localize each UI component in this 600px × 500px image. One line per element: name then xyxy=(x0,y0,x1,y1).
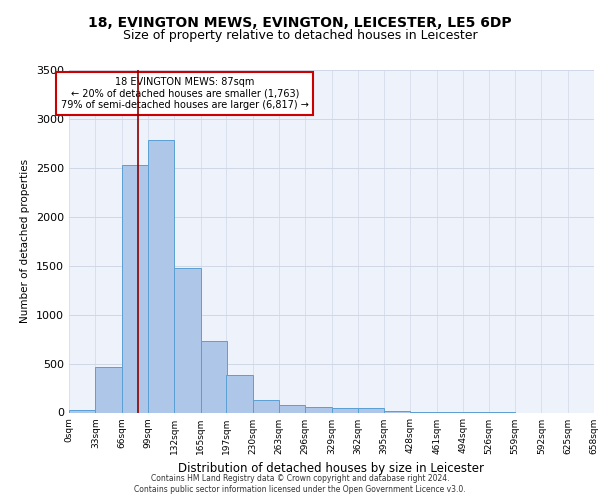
Bar xyxy=(331,408,358,412)
Text: Size of property relative to detached houses in Leicester: Size of property relative to detached ho… xyxy=(122,29,478,42)
Text: 18 EVINGTON MEWS: 87sqm
← 20% of detached houses are smaller (1,763)
79% of semi: 18 EVINGTON MEWS: 87sqm ← 20% of detache… xyxy=(61,77,308,110)
Bar xyxy=(384,411,410,412)
X-axis label: Distribution of detached houses by size in Leicester: Distribution of detached houses by size … xyxy=(179,462,485,475)
Bar xyxy=(253,400,279,412)
Bar xyxy=(69,410,95,412)
Bar xyxy=(305,406,331,412)
Bar xyxy=(122,165,148,412)
Bar xyxy=(148,140,175,412)
Bar xyxy=(95,366,122,412)
Bar xyxy=(175,268,200,412)
Text: 18, EVINGTON MEWS, EVINGTON, LEICESTER, LE5 6DP: 18, EVINGTON MEWS, EVINGTON, LEICESTER, … xyxy=(88,16,512,30)
Bar xyxy=(279,404,305,412)
Bar xyxy=(226,376,253,412)
Text: Contains HM Land Registry data © Crown copyright and database right 2024.
Contai: Contains HM Land Registry data © Crown c… xyxy=(134,474,466,494)
Bar xyxy=(358,408,384,412)
Y-axis label: Number of detached properties: Number of detached properties xyxy=(20,159,31,324)
Bar xyxy=(200,341,227,412)
